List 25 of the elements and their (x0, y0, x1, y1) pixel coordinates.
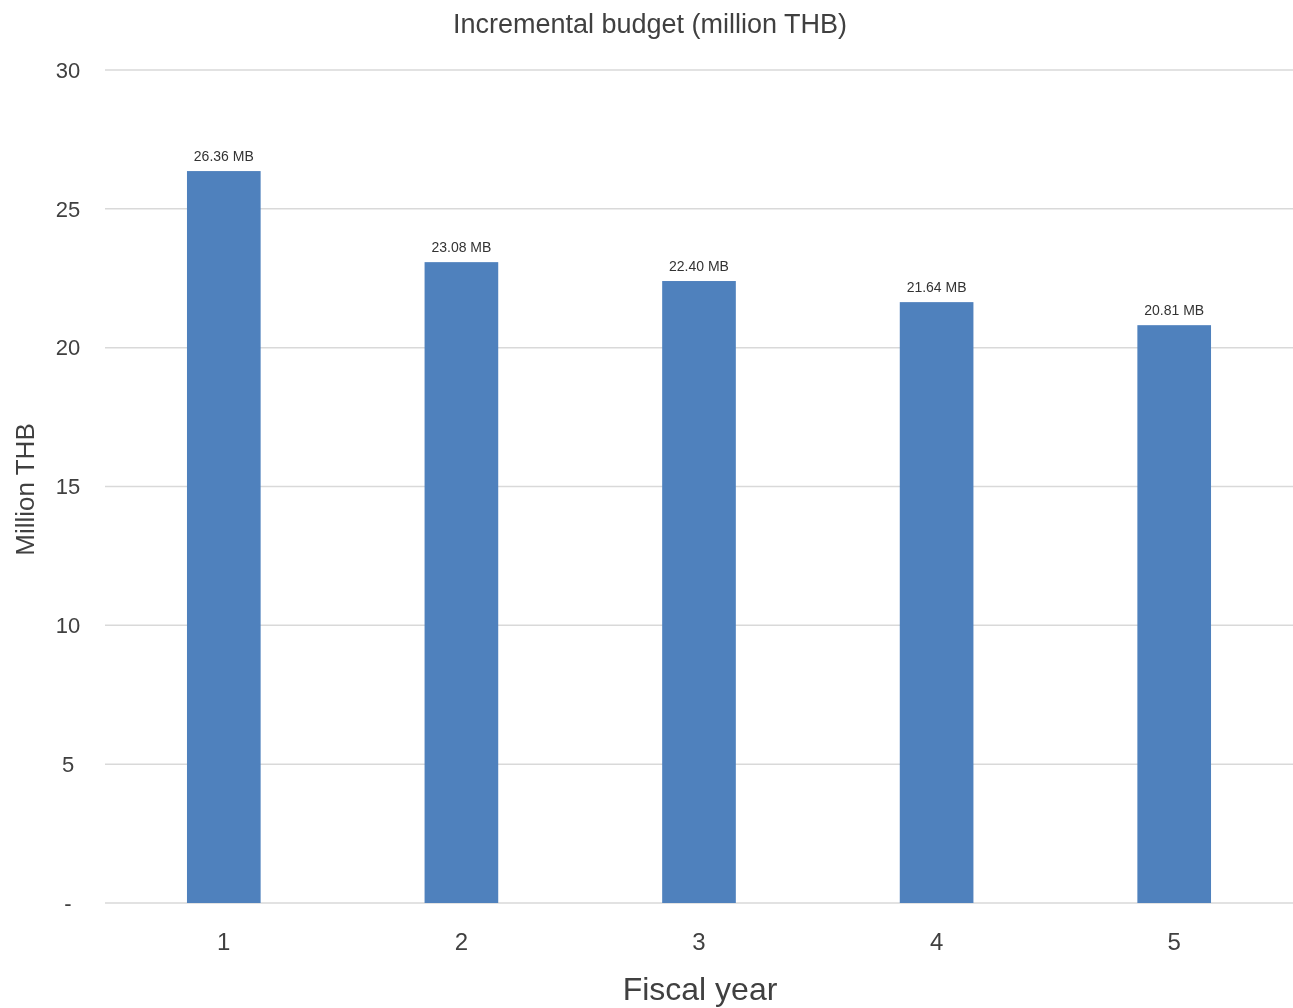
bar (186, 171, 261, 903)
y-tick-label: - (64, 890, 72, 916)
y-tick-label: 25 (55, 196, 81, 222)
y-tick-label: 15 (55, 474, 81, 500)
bar (662, 281, 736, 903)
y-tick-label: 20 (55, 335, 81, 361)
y-tick-label: 30 (55, 57, 81, 83)
data-label: 23.08 MB (431, 239, 492, 256)
data-label: 21.64 MB (906, 279, 967, 296)
data-label: 22.40 MB (669, 258, 729, 275)
y-axis-title: Million THB (10, 423, 40, 556)
bar (899, 302, 974, 903)
x-tick-label: 1 (217, 928, 231, 955)
y-tick-label: 5 (61, 751, 75, 777)
x-axis-title: Fiscal year (622, 971, 778, 1007)
bar (424, 262, 499, 903)
bar (1137, 325, 1212, 903)
data-label: 26.36 MB (193, 148, 254, 165)
chart-title: Incremental budget (million THB) (452, 9, 848, 39)
x-tick-label: 5 (1167, 928, 1181, 955)
y-tick-label: 10 (55, 613, 81, 639)
data-label: 20.81 MB (1144, 302, 1205, 319)
x-tick-label: 3 (692, 928, 706, 955)
x-tick-label: 2 (454, 928, 469, 955)
x-tick-label: 4 (929, 928, 944, 955)
